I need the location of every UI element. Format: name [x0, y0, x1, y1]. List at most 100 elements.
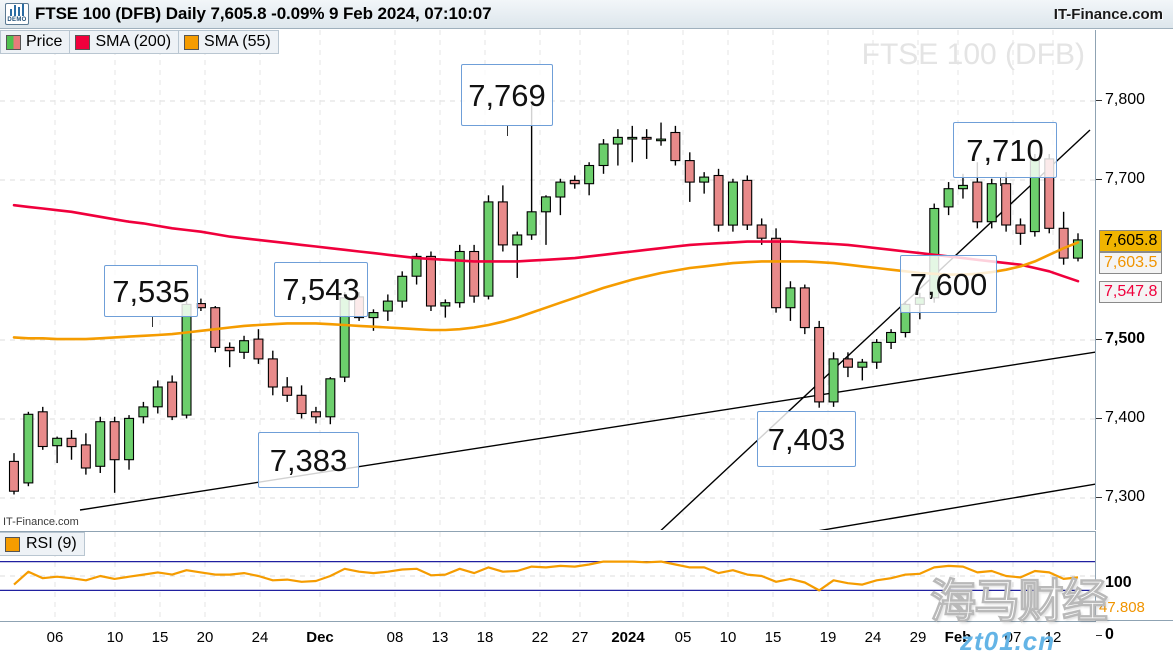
candle-body-bearish	[569, 179, 580, 185]
candle-body-bearish	[713, 174, 724, 226]
sma200-swatch-icon	[75, 34, 91, 50]
callout-7600[interactable]: 7,600	[900, 255, 997, 313]
callout-7535-anchor	[152, 317, 153, 327]
brand-label: IT-Finance.com	[1053, 5, 1163, 23]
legend-label-sma55: SMA (55)	[204, 33, 271, 50]
legend-item-sma55[interactable]: SMA (55)	[179, 30, 279, 54]
callout-7383-label: 7,383	[269, 442, 348, 478]
rsi-legend[interactable]: RSI (9)	[0, 532, 85, 556]
sma55-value-label: 7,603.5	[1104, 254, 1158, 271]
chart-legend: Price SMA (200) SMA (55)	[0, 30, 279, 54]
candle-body-bullish	[871, 341, 882, 363]
price-split-swatch-icon	[6, 34, 21, 50]
candle-body-bullish	[555, 181, 566, 198]
candle-body-bearish	[742, 179, 753, 226]
callout-7403[interactable]: 7,403	[757, 411, 856, 467]
sma200-value-badge[interactable]: 7,547.8	[1099, 281, 1163, 303]
price-tick-label: 7,500	[1105, 330, 1146, 347]
candle-body-bearish	[1001, 183, 1012, 226]
candle-body-bullish	[52, 437, 63, 447]
candle-body-bearish	[167, 381, 178, 418]
candle-body-bearish	[814, 326, 825, 403]
candle-body-bullish	[857, 361, 868, 368]
date-axis[interactable]: 06 10 15 20 24 Dec 08 13 18 22 27 2024 05 10 15 19 24 29 F…	[0, 621, 1096, 660]
candle-body-bullish	[454, 250, 465, 304]
legend-item-price[interactable]: Price	[0, 30, 71, 54]
candle-body-bullish	[512, 234, 523, 246]
candle-body-bearish	[425, 255, 436, 307]
candle-body-bullish	[483, 201, 494, 297]
candle-body-bullish	[656, 138, 667, 142]
candle-body-bullish	[699, 176, 710, 183]
candle-body-bullish	[1072, 239, 1083, 259]
callout-7535[interactable]: 7,535	[104, 265, 198, 317]
candle-body-bullish	[943, 188, 954, 208]
rsi-axis-bottom-label: 0	[1096, 626, 1114, 644]
callout-7769-anchor	[507, 126, 508, 136]
candle-body-bearish	[296, 394, 307, 415]
candle-body-bearish	[670, 131, 681, 162]
candle-body-bullish	[627, 136, 638, 140]
last-price-label: 7,605.8	[1104, 232, 1158, 249]
rsi-value-label: 47.808	[1099, 599, 1145, 616]
date-tick-10: 10	[719, 629, 737, 646]
candlestick-series	[8, 105, 1083, 495]
callout-7769[interactable]: 7,769	[461, 64, 553, 126]
price-tick-label: 7,800	[1105, 91, 1146, 108]
date-tick-Dec: Dec	[306, 629, 334, 646]
date-tick-29: 29	[909, 629, 927, 646]
price-axis[interactable]: 7,800 7,700 7,500 7,400 7,300 7,605.8 7,603.5…	[1096, 30, 1173, 643]
candle-body-bullish	[411, 255, 422, 277]
price-tick-label: 7,700	[1105, 170, 1146, 187]
trendlines	[79, 129, 1095, 530]
price-tick-label: 7,300	[1105, 488, 1146, 505]
rsi-swatch-icon	[5, 536, 20, 552]
candle-body-bullish	[325, 378, 336, 418]
date-tick-12: 12	[1044, 629, 1062, 646]
candle-body-bullish	[23, 413, 34, 484]
date-tick-22: 22	[531, 629, 549, 646]
rsi-indicator-pane[interactable]: RSI (9)	[0, 531, 1096, 621]
candle-body-bearish	[282, 386, 293, 396]
candle-body-bearish	[224, 346, 235, 352]
candle-body-bullish	[526, 211, 537, 236]
price-tick-label: 7,400	[1105, 409, 1146, 426]
callout-7769-label: 7,769	[468, 77, 546, 113]
callout-7383[interactable]: 7,383	[258, 432, 359, 488]
callout-7710-label: 7,710	[966, 132, 1044, 168]
candle-body-bullish	[181, 303, 192, 416]
rsi-canvas	[0, 532, 1095, 621]
last-price-badge[interactable]: 7,605.8	[1099, 230, 1163, 252]
candle-body-bearish	[109, 421, 120, 461]
candle-body-bearish	[310, 411, 321, 418]
sma55-value-badge[interactable]: 7,603.5	[1099, 252, 1163, 274]
date-tick-10: 10	[106, 629, 124, 646]
candle-body-bullish	[540, 196, 551, 213]
candle-body-bearish	[253, 338, 264, 360]
date-tick-20: 20	[196, 629, 214, 646]
sma55-swatch-icon	[184, 34, 200, 50]
callout-7543[interactable]: 7,543	[274, 262, 368, 317]
legend-label-sma200: SMA (200)	[95, 33, 172, 50]
rsi-axis-top-label: 100	[1096, 574, 1132, 592]
price-chart-canvas	[0, 30, 1095, 530]
candle-body-bullish	[440, 302, 451, 307]
candle-body-bullish	[957, 184, 968, 190]
candle-body-bearish	[37, 411, 48, 448]
rsi-legend-label: RSI (9)	[26, 535, 77, 552]
itfinance-watermark: IT-Finance.com	[3, 516, 79, 528]
callout-7543-label: 7,543	[282, 272, 360, 307]
sma200-value-label: 7,547.8	[1104, 283, 1158, 300]
legend-item-sma200[interactable]: SMA (200)	[70, 30, 180, 54]
candle-body-bearish	[497, 201, 508, 246]
date-tick-24: 24	[864, 629, 882, 646]
demo-badge-label: DEMO	[7, 17, 27, 23]
date-tick-15: 15	[151, 629, 169, 646]
candle-body-bullish	[986, 183, 997, 223]
candle-body-bullish	[368, 312, 379, 319]
callout-7710[interactable]: 7,710	[953, 122, 1057, 178]
rsi-line	[13, 560, 1079, 592]
date-tick-19: 19	[819, 629, 837, 646]
date-tick-07: 07	[1004, 629, 1022, 646]
